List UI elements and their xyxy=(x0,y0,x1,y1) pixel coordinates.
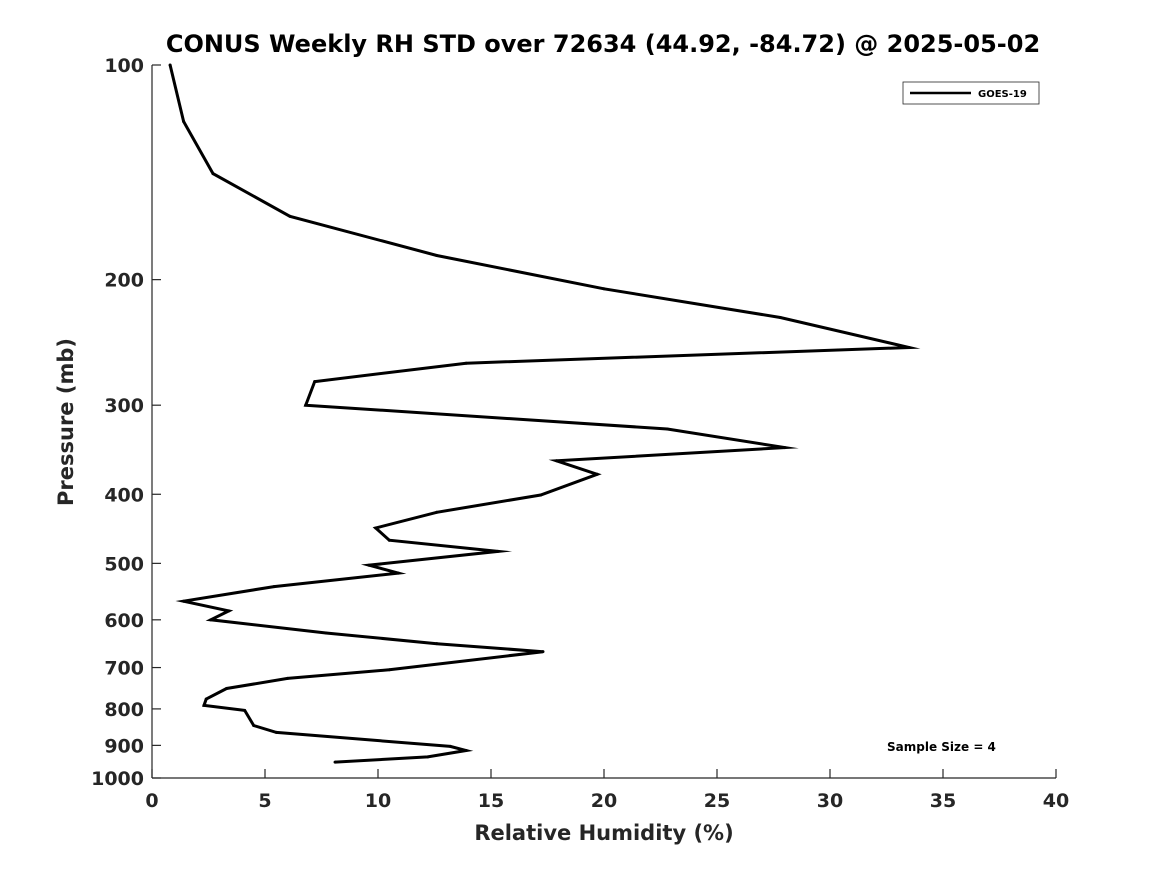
data-point xyxy=(286,676,290,680)
data-point xyxy=(387,538,391,542)
data-point xyxy=(783,446,787,450)
chart-title: CONUS Weekly RH STD over 72634 (44.92, -… xyxy=(166,30,1040,58)
legend-label-goes-19: GOES-19 xyxy=(978,89,1027,100)
y-tick-label: 300 xyxy=(104,395,144,417)
data-point xyxy=(907,345,911,349)
x-tick-label: 20 xyxy=(591,790,617,812)
data-point xyxy=(464,361,468,365)
data-point xyxy=(541,650,545,654)
x-tick-label: 25 xyxy=(704,790,730,812)
y-tick-label: 600 xyxy=(104,610,144,632)
data-point xyxy=(225,687,229,691)
y-tick-label: 500 xyxy=(104,553,144,575)
series-layer xyxy=(168,63,921,764)
data-point xyxy=(333,760,337,764)
y-tick-label: 700 xyxy=(104,658,144,680)
data-point xyxy=(274,730,278,734)
x-tick-label: 15 xyxy=(478,790,504,812)
data-point xyxy=(374,526,378,530)
data-point xyxy=(304,403,308,407)
data-point xyxy=(227,609,231,613)
data-point xyxy=(182,599,186,603)
data-point xyxy=(243,708,247,712)
data-point xyxy=(272,585,276,589)
data-point xyxy=(288,214,292,218)
x-tick-label: 35 xyxy=(930,790,956,812)
data-point xyxy=(464,748,468,752)
data-point xyxy=(496,549,500,553)
data-point xyxy=(211,172,215,176)
data-point xyxy=(202,703,206,707)
data-point xyxy=(387,668,391,672)
data-point xyxy=(435,253,439,257)
y-tick-label: 400 xyxy=(104,484,144,506)
x-tick-label: 10 xyxy=(365,790,391,812)
data-point xyxy=(182,119,186,123)
data-point xyxy=(209,618,213,622)
data-point xyxy=(778,315,782,319)
x-tick-label: 0 xyxy=(145,790,158,812)
data-point xyxy=(426,755,430,759)
data-point xyxy=(448,744,452,748)
x-tick-label: 5 xyxy=(258,790,271,812)
data-point xyxy=(324,631,328,635)
x-axis-label: Relative Humidity (%) xyxy=(474,821,733,845)
legend: GOES-19 xyxy=(902,81,1040,105)
x-ticks: 0 5 10 15 20 25 30 35 40 xyxy=(145,769,1069,812)
x-tick-label: 40 xyxy=(1043,790,1069,812)
data-point xyxy=(595,472,599,476)
y-ticks: 100 200 300 400 500 600 700 800 900 1000 xyxy=(91,55,161,790)
x-tick-label: 30 xyxy=(817,790,843,812)
data-point xyxy=(435,642,439,646)
data-point xyxy=(313,380,317,384)
data-point xyxy=(168,63,172,67)
data-point xyxy=(602,287,606,291)
data-point xyxy=(555,459,559,463)
data-point xyxy=(367,563,371,567)
y-tick-label: 900 xyxy=(104,735,144,757)
data-point xyxy=(539,493,543,497)
y-tick-label: 1000 xyxy=(91,768,144,790)
data-point xyxy=(252,723,256,727)
data-point xyxy=(435,510,439,514)
y-axis-label: Pressure (mb) xyxy=(54,338,78,506)
sample-size-annotation: Sample Size = 4 xyxy=(887,740,996,754)
data-point xyxy=(665,427,669,431)
y-tick-label: 200 xyxy=(104,270,144,292)
y-tick-label: 100 xyxy=(104,55,144,77)
data-point xyxy=(396,571,400,575)
y-tick-label: 800 xyxy=(104,699,144,721)
data-point xyxy=(204,697,208,701)
